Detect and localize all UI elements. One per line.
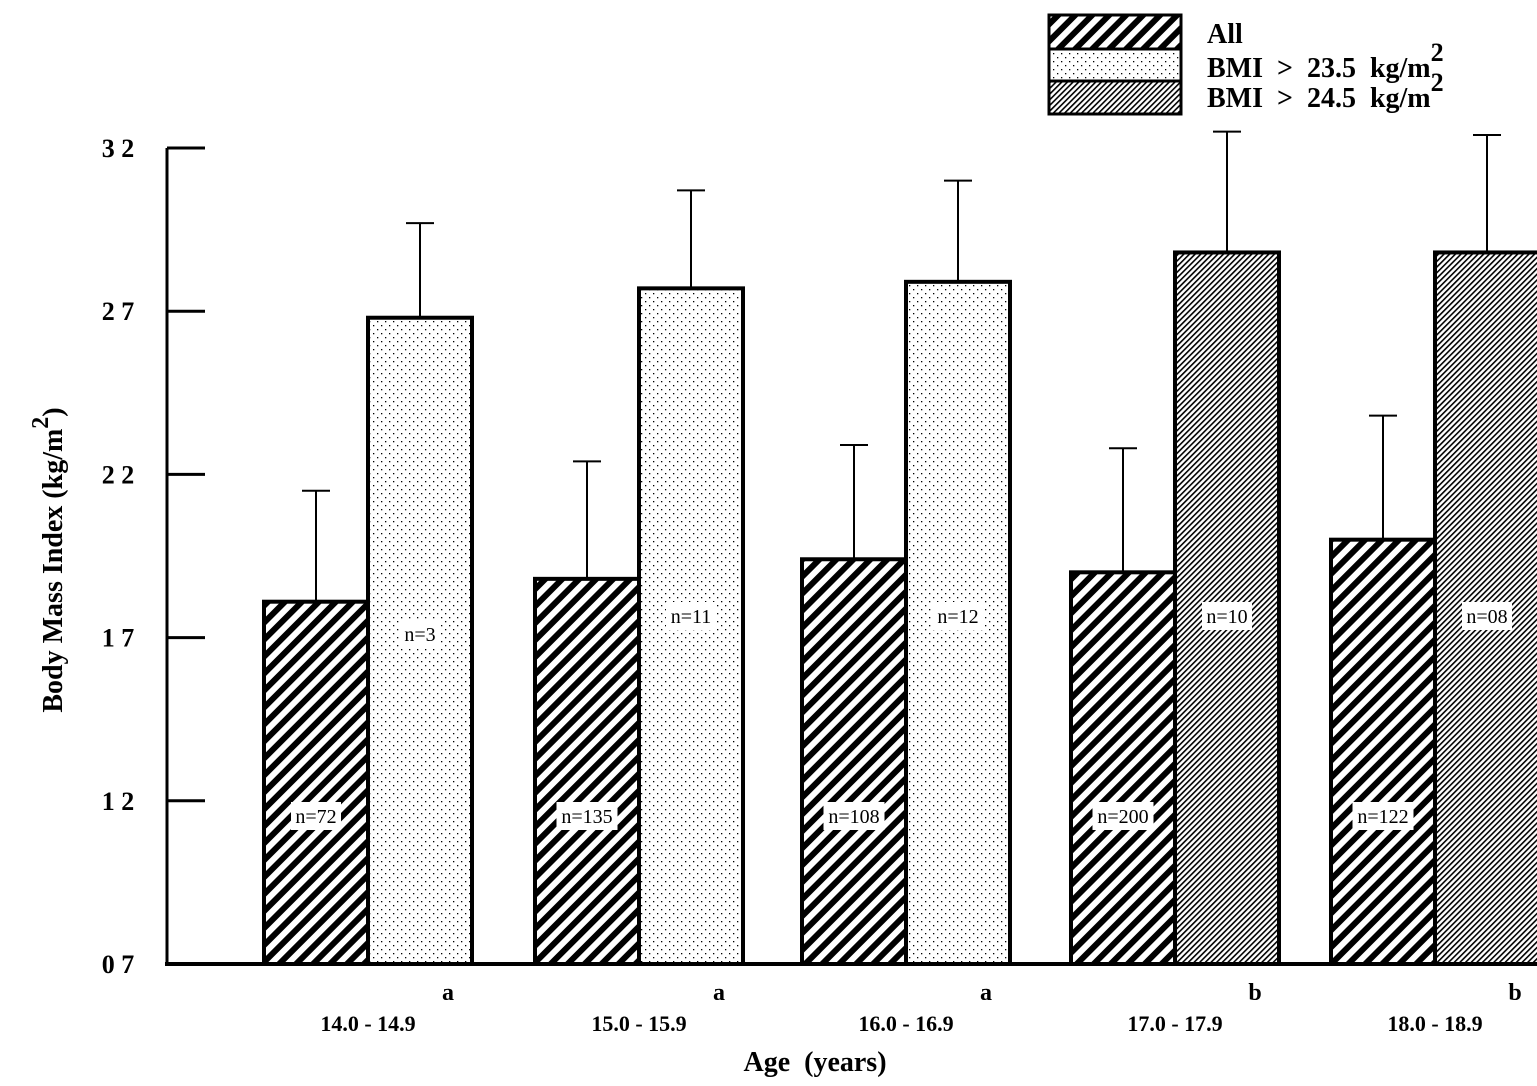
n-label-bg-all	[291, 802, 341, 830]
n-label-bg-subgroup	[1462, 602, 1512, 630]
legend-swatch-all	[1047, 13, 1183, 51]
legend-label-all: All	[1207, 19, 1243, 50]
bars-layer: n=72 n=3 n=135 n=11 n=108 n=12 n=200 n=10 n=122 n…	[262, 130, 1537, 967]
x-category-significance: a	[713, 980, 725, 1006]
legend-sup-bmi-235: 2	[1431, 38, 1444, 67]
bar-all	[262, 599, 370, 966]
legend-label-bmi-245: BMI > 24.5 kg/m2	[1207, 68, 1444, 114]
n-label-all: n=135	[561, 806, 612, 828]
y-axis-ticks: 0 7 1 2 1 7 2 2 2 7 3 2	[102, 134, 205, 979]
x-category-label: 18.0 - 18.9	[1387, 1011, 1482, 1036]
y-tick-label: 1 7	[102, 624, 135, 653]
x-category-significance: a	[442, 980, 454, 1006]
x-category-label: 16.0 - 16.9	[858, 1011, 953, 1036]
n-label-bg-subgroup	[666, 602, 716, 630]
n-label-all: n=122	[1357, 806, 1408, 828]
x-axis-title: Age (years)	[743, 1047, 886, 1078]
x-axis-category-labels: 14.0 - 14.9 a 15.0 - 15.9 a 16.0 - 16.9 a 17.0…	[320, 980, 1521, 1036]
bar-all	[800, 557, 908, 966]
x-category-significance: b	[1248, 980, 1261, 1006]
legend-sup-bmi-245: 2	[1431, 68, 1444, 97]
n-label-subgroup: n=12	[937, 606, 978, 628]
y-tick-label: 2 7	[102, 297, 135, 326]
n-label-all: n=200	[1097, 806, 1148, 828]
bar-all	[533, 576, 641, 967]
n-label-all: n=108	[828, 806, 879, 828]
y-tick-label: 2 2	[102, 460, 135, 489]
n-label-bg-all	[823, 802, 885, 830]
n-label-bg-subgroup	[400, 620, 440, 648]
x-category-significance: a	[980, 980, 992, 1006]
x-category-label: 14.0 - 14.9	[320, 1011, 415, 1036]
n-label-bg-all	[1352, 802, 1414, 830]
legend-label-bmi-235: BMI > 23.5 kg/m2	[1207, 38, 1444, 84]
legend: All BMI > 23.5 kg/m2 BMI > 24.5 kg/m2	[1047, 13, 1444, 116]
legend-swatch-bmi-245	[1047, 79, 1183, 116]
x-category-label: 17.0 - 17.9	[1127, 1011, 1222, 1036]
y-tick-label: 1 2	[102, 787, 135, 816]
y-tick-label: 0 7	[102, 950, 135, 979]
y-axis-title-sup: 2	[28, 417, 54, 429]
bar-all	[1329, 537, 1437, 966]
legend-swatch-bmi-235	[1047, 47, 1183, 83]
n-label-bg-all	[1092, 802, 1154, 830]
x-category-significance: b	[1508, 980, 1521, 1006]
n-label-bg-subgroup	[1202, 602, 1252, 630]
y-axis-title: Body Mass Index (kg/m2)	[28, 407, 69, 712]
y-tick-label: 3 2	[102, 134, 135, 163]
n-label-bg-all	[556, 802, 618, 830]
n-label-subgroup: n=3	[404, 624, 435, 646]
x-category-label: 15.0 - 15.9	[591, 1011, 686, 1036]
n-label-subgroup: n=11	[671, 606, 712, 628]
n-label-bg-subgroup	[933, 602, 983, 630]
n-label-subgroup: n=10	[1206, 606, 1247, 628]
bar-all	[1069, 570, 1177, 966]
n-label-all: n=72	[295, 806, 336, 828]
n-label-subgroup: n=08	[1466, 606, 1507, 628]
